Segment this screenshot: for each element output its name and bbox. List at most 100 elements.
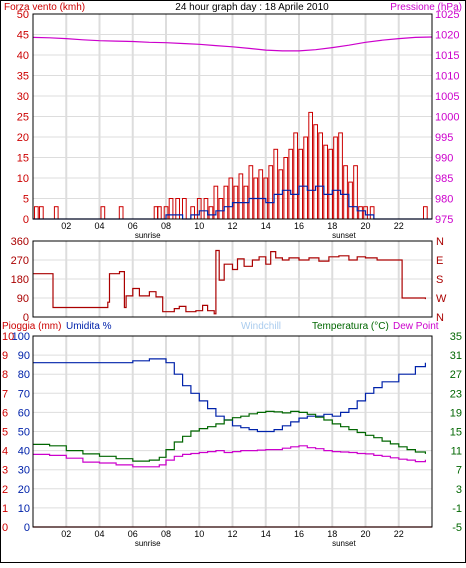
wind-average-line (33, 185, 432, 220)
rain-y-tick-label: 0 (2, 522, 8, 534)
wind-x-tick-label: 06 (128, 221, 138, 231)
rain-axis-title: Pioggia (mm) (2, 321, 61, 332)
pressure-y-tick-label: 1005 (435, 91, 459, 103)
temp-x-tick-label: 14 (261, 529, 271, 539)
humidity-y-tick-label: 30 (18, 465, 30, 477)
wind-y-tick-label: 25 (17, 112, 29, 124)
pressure-axis-title: Pressione (hPa) (390, 2, 462, 13)
pressure-y-tick-label: 1020 (435, 30, 459, 42)
direction-compass-label: N (436, 236, 444, 248)
humidity-line (33, 358, 426, 433)
wind-x-tick-label: 20 (360, 221, 370, 231)
humidity-y-tick-label: 90 (18, 350, 30, 362)
wind-y-tick-label: 30 (17, 91, 29, 103)
wind-plot-frame (32, 13, 433, 220)
wind-x-tick-label: 04 (94, 221, 104, 231)
wind-y-tick-label: 0 (23, 214, 29, 226)
pressure-y-tick-label: 995 (435, 132, 453, 144)
wind-y-tick-label: 35 (17, 71, 29, 83)
direction-y-tick-label: 270 (11, 255, 29, 267)
humidity-y-tick-label: 40 (18, 446, 30, 458)
wind-y-tick-label: 5 (23, 194, 29, 206)
wind-sunrise-label: sunrise (135, 231, 161, 240)
direction-compass-label: W (436, 293, 447, 305)
temperature-y-tick-label: 19 (450, 407, 462, 419)
temp-x-tick-label: 22 (394, 529, 404, 539)
wind-y-tick-label: 20 (17, 132, 29, 144)
pressure-y-tick-label: 1010 (435, 71, 459, 83)
temp-x-tick-label: 12 (227, 529, 237, 539)
wind-x-tick-label: 16 (294, 221, 304, 231)
wind-x-tick-label: 10 (194, 221, 204, 231)
temp-x-tick-label: 20 (360, 529, 370, 539)
wind-x-tick-label: 08 (161, 221, 171, 231)
pressure-y-tick-label: 975 (435, 214, 453, 226)
humidity-y-tick-label: 0 (24, 522, 30, 534)
humidity-y-tick-label: 10 (18, 503, 30, 515)
temp-x-tick-label: 08 (161, 529, 171, 539)
rain-y-tick-label: 2 (2, 484, 8, 496)
direction-plot-frame (32, 240, 433, 318)
wind-x-tick-label: 12 (227, 221, 237, 231)
wind-axis-title: Forza vento (kmh) (4, 2, 85, 13)
direction-y-tick-label: 90 (17, 293, 29, 305)
rain-y-tick-label: 4 (2, 446, 8, 458)
pressure-line (32, 36, 433, 52)
temperature-y-tick-label: -1 (452, 503, 462, 515)
dewpoint-line (33, 445, 426, 468)
temperature-y-tick-label: 11 (451, 446, 462, 458)
wind-y-tick-label: 15 (17, 153, 29, 165)
pressure-y-tick-label: 1015 (435, 50, 459, 62)
temperature-y-tick-label: 23 (450, 388, 462, 400)
temperature-y-tick-label: 31 (450, 350, 462, 362)
temperature-y-tick-label: 7 (456, 465, 462, 477)
temp-x-tick-label: 18 (327, 529, 337, 539)
chart-title: 24 hour graph day : 18 Aprile 2010 (175, 2, 329, 13)
wind-y-tick-label: 40 (17, 50, 29, 62)
wind-sunset-label: sunset (332, 231, 356, 240)
rain-y-tick-label: 10 (2, 331, 14, 343)
direction-compass-label: E (436, 255, 443, 267)
pressure-y-tick-label: 1025 (435, 9, 459, 21)
wind-y-tick-label: 50 (17, 9, 29, 21)
pressure-y-tick-label: 990 (435, 153, 453, 165)
humidity-axis-title: Umidita % (66, 321, 112, 332)
rain-y-tick-label: 1 (2, 503, 8, 515)
temp-x-tick-label: 16 (294, 529, 304, 539)
wind-y-tick-label: 10 (17, 173, 29, 185)
rain-y-tick-label: 5 (2, 427, 8, 439)
rain-y-tick-label: 9 (2, 350, 8, 362)
wind-x-tick-label: 18 (327, 221, 337, 231)
pressure-y-tick-label: 1000 (435, 112, 459, 124)
temperature-line (33, 410, 426, 462)
temp-x-tick-label: 06 (128, 529, 138, 539)
temperature-y-tick-label: 3 (456, 484, 462, 496)
rain-y-tick-label: 3 (2, 465, 8, 477)
rain-y-tick-label: 7 (2, 388, 8, 400)
temp-x-tick-label: 02 (61, 529, 71, 539)
humidity-y-tick-label: 100 (12, 331, 30, 343)
axes-layer: 0510152025303540455097598098599099510001… (2, 9, 462, 548)
temp-x-tick-label: 10 (194, 529, 204, 539)
humidity-y-tick-label: 60 (18, 407, 30, 419)
dewpoint-axis-title: Dew Point (393, 321, 439, 332)
temperature-y-tick-label: 15 (450, 427, 462, 439)
humidity-y-tick-label: 80 (18, 369, 30, 381)
humidity-y-tick-label: 70 (18, 388, 30, 400)
temp-x-tick-label: 04 (94, 529, 104, 539)
temperature-y-tick-label: -5 (452, 522, 462, 534)
temp-plot-frame (32, 335, 433, 528)
temp-sunset-label: sunset (332, 539, 356, 548)
temperature-y-tick-label: 27 (450, 369, 462, 381)
wind-y-tick-label: 45 (17, 30, 29, 42)
rain-y-tick-label: 8 (2, 369, 8, 381)
temp-sunrise-label: sunrise (135, 539, 161, 548)
direction-compass-label: S (436, 274, 443, 286)
wind-x-tick-label: 14 (261, 221, 271, 231)
humidity-y-tick-label: 50 (18, 427, 30, 439)
pressure-y-tick-label: 980 (435, 194, 453, 206)
direction-y-tick-label: 180 (11, 274, 29, 286)
direction-y-tick-label: 0 (23, 312, 29, 324)
